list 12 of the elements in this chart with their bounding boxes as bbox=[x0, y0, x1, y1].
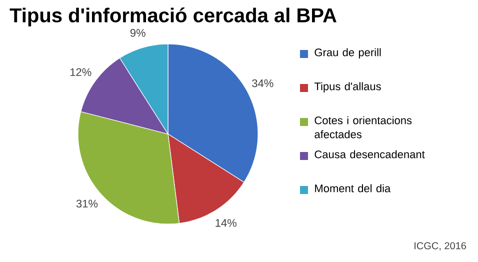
data-label: 14% bbox=[216, 219, 236, 227]
chart-title: Tipus d'informació cercada al BPA bbox=[10, 8, 336, 26]
data-label: 34% bbox=[252, 79, 274, 88]
data-label: 31% bbox=[76, 200, 98, 208]
legend-label: Tipus d'allaus bbox=[314, 82, 381, 92]
legend-label: Moment del dia bbox=[315, 184, 391, 192]
data-label: 12% bbox=[70, 68, 92, 76]
text: ICGC, 2016 bbox=[414, 242, 466, 250]
data-label: 9% bbox=[130, 29, 146, 37]
legend-label: Causa desencadenant bbox=[314, 150, 425, 158]
legend-label: Grau de perill bbox=[314, 48, 381, 58]
legend-label: Cotes i orientacions afectades bbox=[314, 116, 412, 138]
